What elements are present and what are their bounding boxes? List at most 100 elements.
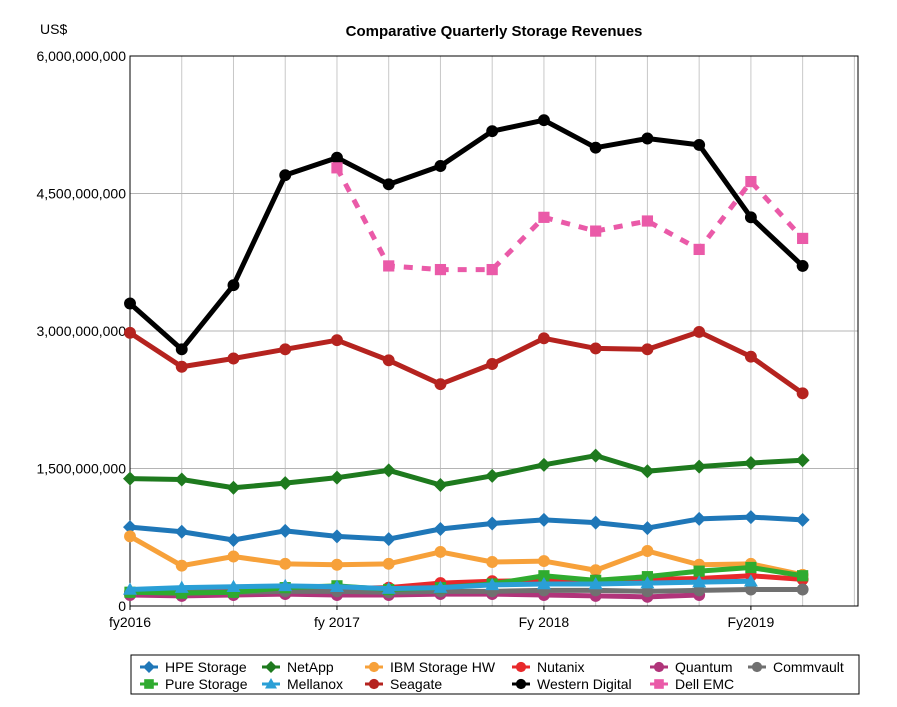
data-point-netapp — [692, 459, 707, 474]
data-point-western-digital — [279, 169, 292, 182]
data-point-ibm-storage-hw — [227, 550, 240, 563]
data-point-mellanox — [640, 576, 655, 589]
y-axis-label: US$ — [40, 21, 67, 37]
data-point-pure-storage — [176, 587, 188, 599]
data-point-ibm-storage-hw — [382, 557, 395, 570]
data-point-seagate — [486, 358, 499, 370]
data-point-hpe-storage — [433, 522, 448, 536]
data-point-western-digital — [124, 297, 136, 310]
data-point-mellanox — [123, 582, 137, 595]
legend-item-quantum: Quantum — [650, 659, 733, 675]
data-point-western-digital — [434, 160, 447, 172]
y-tick-label: 4,500,000,000 — [36, 186, 126, 202]
data-point-seagate — [641, 343, 654, 356]
data-point-western-digital — [537, 114, 550, 127]
data-point-seagate — [331, 334, 343, 347]
data-point-western-digital — [486, 125, 499, 138]
data-point-mellanox — [329, 579, 344, 592]
legend-label: Pure Storage — [165, 676, 248, 692]
series-line-seagate — [127, 329, 806, 396]
data-point-ibm-storage-hw — [589, 564, 602, 577]
data-point-western-digital — [589, 141, 602, 154]
legend-item-dell-emc: Dell EMC — [650, 676, 734, 692]
data-point-seagate — [434, 378, 447, 391]
data-point-dell-emc — [383, 260, 395, 272]
data-point-netapp — [433, 478, 448, 492]
legend-label: IBM Storage HW — [390, 659, 496, 675]
data-point-hpe-storage — [536, 512, 551, 527]
data-point-dell-emc — [486, 263, 498, 276]
data-point-netapp — [588, 448, 603, 463]
data-point-mellanox — [588, 577, 603, 590]
data-point-hpe-storage — [381, 532, 396, 547]
legend-marker — [653, 661, 665, 673]
data-point-hpe-storage — [640, 521, 655, 536]
legend-marker — [368, 661, 380, 673]
data-point-hpe-storage — [692, 511, 707, 526]
legend-item-netapp: NetApp — [262, 659, 334, 675]
x-tick-label: Fy2019 — [728, 614, 775, 630]
data-point-dell-emc — [745, 175, 757, 188]
legend-label: Western Digital — [537, 676, 632, 692]
data-point-hpe-storage — [329, 529, 344, 544]
data-point-netapp — [329, 470, 344, 485]
data-point-seagate — [589, 342, 602, 355]
data-point-hpe-storage — [123, 520, 137, 535]
series-seagate — [124, 325, 809, 400]
data-point-mellanox — [278, 578, 293, 592]
data-point-western-digital — [796, 259, 809, 272]
y-tick-label: 0 — [118, 598, 126, 614]
data-point-dell-emc — [538, 211, 550, 223]
data-point-ibm-storage-hw — [175, 559, 188, 572]
legend-label: Nutanix — [537, 659, 584, 675]
legend-item-pure-storage: Pure Storage — [140, 676, 248, 692]
legend-label: Mellanox — [287, 676, 343, 692]
series-netapp — [123, 448, 810, 495]
legend-item-commvault: Commvault — [748, 659, 844, 675]
data-point-mellanox — [485, 577, 500, 591]
data-point-seagate — [382, 354, 395, 367]
data-point-mellanox — [226, 579, 241, 592]
data-point-hpe-storage — [485, 516, 500, 531]
y-tick-label: 1,500,000,000 — [36, 461, 126, 477]
x-tick-label: fy2016 — [109, 614, 151, 630]
legend-marker — [265, 661, 277, 673]
data-point-hpe-storage — [278, 523, 293, 538]
data-point-netapp — [795, 453, 810, 468]
legend-label: Seagate — [390, 676, 442, 692]
data-point-netapp — [640, 464, 655, 479]
data-point-dell-emc — [693, 243, 705, 256]
series-line-western-digital — [127, 117, 806, 352]
data-point-western-digital — [175, 343, 188, 356]
data-point-netapp — [743, 456, 758, 470]
data-point-hpe-storage — [174, 524, 189, 539]
data-point-ibm-storage-hw — [434, 545, 447, 558]
data-point-mellanox — [381, 581, 396, 594]
series-ibm-storage-hw — [124, 530, 809, 581]
data-point-commvault — [693, 584, 706, 597]
series-line-netapp — [127, 453, 806, 491]
data-point-seagate — [124, 326, 136, 339]
y-tick-label: 6,000,000,000 — [36, 48, 126, 64]
data-point-netapp — [226, 480, 241, 495]
series-line-quantum — [127, 591, 702, 600]
data-point-western-digital — [744, 211, 757, 224]
data-point-hpe-storage — [795, 512, 810, 527]
data-point-ibm-storage-hw — [124, 530, 136, 543]
data-point-pure-storage — [745, 561, 757, 574]
data-point-pure-storage — [693, 565, 705, 577]
data-point-mellanox — [433, 580, 448, 593]
data-point-netapp — [174, 472, 189, 487]
axes: 0 1,500,000,000 3,000,000,000 4,500,000,000… — [36, 48, 859, 630]
legend-item-western-digital: Western Digital — [512, 676, 632, 692]
series-line-ibm-storage-hw — [127, 533, 806, 578]
data-point-ibm-storage-hw — [279, 557, 292, 570]
data-point-western-digital — [693, 138, 706, 151]
data-point-seagate — [744, 350, 757, 363]
x-tick-label: fy 2017 — [314, 614, 360, 630]
data-point-pure-storage — [227, 586, 240, 598]
data-point-pure-storage — [797, 570, 809, 582]
data-point-dell-emc — [641, 215, 654, 227]
legend-label: HPE Storage — [165, 659, 247, 675]
